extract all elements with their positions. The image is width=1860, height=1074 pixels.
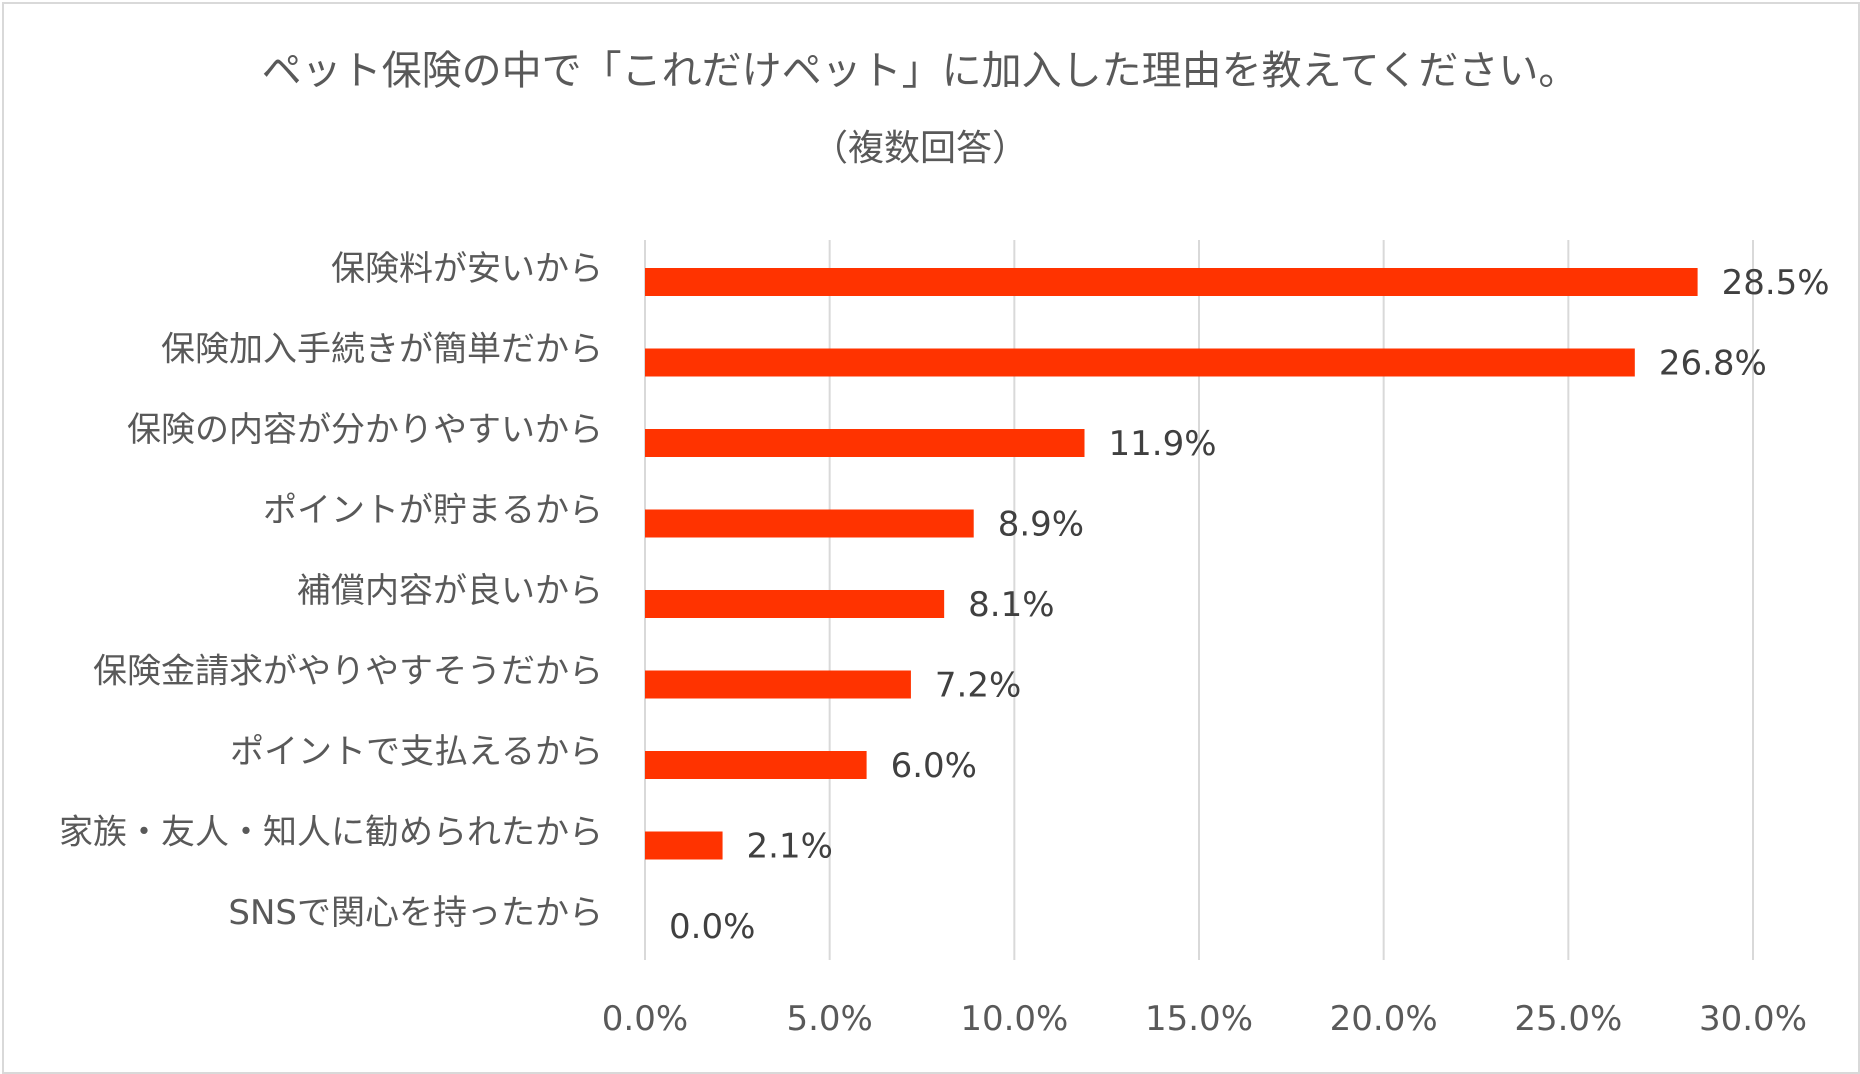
bar	[645, 831, 723, 860]
value-label: 7.2%	[935, 666, 1021, 706]
x-tick-label: 20.0%	[1330, 999, 1438, 1039]
value-label: 2.1%	[747, 827, 833, 867]
chart-subtitle: （複数回答）	[812, 128, 1028, 169]
bar	[645, 751, 867, 779]
x-tick-label: 25.0%	[1514, 999, 1622, 1039]
bar	[645, 348, 1635, 377]
category-label: SNSで関心を持ったから	[228, 893, 603, 933]
bars	[645, 268, 1698, 860]
x-axis-tick-labels: 0.0% 5.0% 10.0% 15.0% 20.0% 25.0% 30.0%	[602, 999, 1807, 1039]
category-label: ポイントで支払えるから	[230, 732, 603, 772]
x-tick-label: 0.0%	[602, 999, 688, 1039]
category-labels: 保険料が安いから保険加入手続きが簡単だから保険の内容が分かりやすいからポイントが…	[59, 249, 603, 933]
value-label: 6.0%	[891, 746, 977, 786]
x-tick-label: 10.0%	[960, 999, 1068, 1039]
value-labels: 28.5% 26.8% 11.9% 8.9% 8.1% 7.2% 6.0% 2.1% 0.0%	[669, 263, 1830, 947]
category-label: 保険料が安いから	[331, 249, 603, 289]
value-label: 28.5%	[1722, 263, 1830, 303]
value-label: 26.8%	[1659, 344, 1767, 384]
value-label: 0.0%	[669, 907, 755, 947]
bar	[645, 509, 974, 538]
value-label: 8.9%	[998, 505, 1084, 545]
bar	[645, 590, 945, 618]
bar	[645, 429, 1085, 457]
bar	[645, 670, 911, 699]
x-tick-label: 5.0%	[786, 999, 872, 1039]
bar	[645, 268, 1698, 296]
x-tick-label: 30.0%	[1699, 999, 1807, 1039]
category-label: 家族・友人・知人に勧められたから	[59, 813, 603, 853]
category-label: 保険加入手続きが簡単だから	[161, 330, 603, 370]
chart-title: ペット保険の中で「これだけペット」に加入した理由を教えてください。	[262, 48, 1579, 94]
category-label: 保険金請求がやりやすそうだから	[93, 652, 603, 692]
category-label: 保険の内容が分かりやすいから	[127, 410, 603, 450]
category-label: ポイントが貯まるから	[263, 491, 603, 531]
value-label: 8.1%	[968, 585, 1054, 625]
x-tick-label: 15.0%	[1145, 999, 1253, 1039]
category-label: 補償内容が良いから	[297, 571, 603, 611]
value-label: 11.9%	[1109, 424, 1217, 464]
